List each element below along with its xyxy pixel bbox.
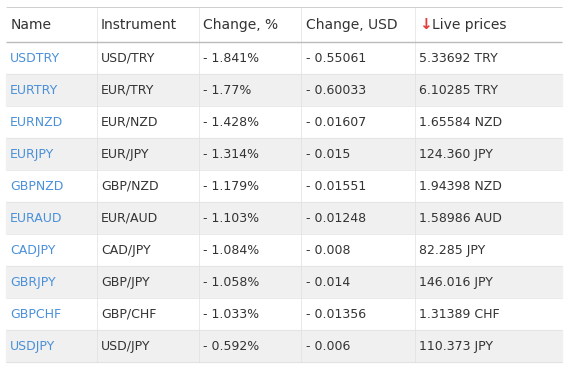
- Bar: [6, 74, 562, 106]
- Text: 6.10285 TRY: 6.10285 TRY: [419, 83, 498, 97]
- Text: GBP/NZD: GBP/NZD: [101, 180, 158, 193]
- Text: EURAUD: EURAUD: [10, 212, 62, 225]
- Text: - 0.592%: - 0.592%: [203, 340, 260, 353]
- Text: USDTRY: USDTRY: [10, 52, 60, 65]
- Bar: [6, 234, 562, 266]
- Text: 110.373 JPY: 110.373 JPY: [419, 340, 493, 353]
- Text: USD/TRY: USD/TRY: [101, 52, 156, 65]
- Text: GBPCHF: GBPCHF: [10, 308, 61, 321]
- Text: 1.31389 CHF: 1.31389 CHF: [419, 308, 500, 321]
- Text: Change, %: Change, %: [203, 18, 278, 32]
- Text: 1.65584 NZD: 1.65584 NZD: [419, 116, 502, 129]
- Text: 82.285 JPY: 82.285 JPY: [419, 244, 486, 257]
- Text: GBRJPY: GBRJPY: [10, 276, 56, 289]
- Bar: [6, 106, 562, 138]
- Text: USDJPY: USDJPY: [10, 340, 56, 353]
- Text: - 1.841%: - 1.841%: [203, 52, 260, 65]
- Bar: [6, 42, 562, 74]
- Text: - 0.60033: - 0.60033: [306, 83, 366, 97]
- Text: EURNZD: EURNZD: [10, 116, 64, 129]
- Text: - 0.015: - 0.015: [306, 147, 350, 161]
- Text: 5.33692 TRY: 5.33692 TRY: [419, 52, 498, 65]
- Text: - 1.033%: - 1.033%: [203, 308, 260, 321]
- Text: - 0.55061: - 0.55061: [306, 52, 366, 65]
- Text: 146.016 JPY: 146.016 JPY: [419, 276, 493, 289]
- Text: Live prices: Live prices: [432, 18, 506, 32]
- Text: - 0.006: - 0.006: [306, 340, 350, 353]
- Text: EUR/NZD: EUR/NZD: [101, 116, 158, 129]
- Bar: [6, 202, 562, 234]
- Text: USD/JPY: USD/JPY: [101, 340, 151, 353]
- Bar: [6, 7, 562, 42]
- Text: EURJPY: EURJPY: [10, 147, 55, 161]
- Text: - 1.314%: - 1.314%: [203, 147, 260, 161]
- Bar: [6, 266, 562, 298]
- Text: EUR/TRY: EUR/TRY: [101, 83, 154, 97]
- Text: GBP/JPY: GBP/JPY: [101, 276, 150, 289]
- Bar: [6, 138, 562, 170]
- Text: 1.94398 NZD: 1.94398 NZD: [419, 180, 502, 193]
- Text: - 0.01551: - 0.01551: [306, 180, 366, 193]
- Text: - 0.01356: - 0.01356: [306, 308, 366, 321]
- Text: Name: Name: [10, 18, 51, 32]
- Text: - 1.058%: - 1.058%: [203, 276, 260, 289]
- Text: - 0.01607: - 0.01607: [306, 116, 366, 129]
- Text: Instrument: Instrument: [101, 18, 177, 32]
- Text: EURTRY: EURTRY: [10, 83, 59, 97]
- Text: CADJPY: CADJPY: [10, 244, 56, 257]
- Text: CAD/JPY: CAD/JPY: [101, 244, 151, 257]
- Text: - 0.008: - 0.008: [306, 244, 350, 257]
- Text: GBPNZD: GBPNZD: [10, 180, 64, 193]
- Text: - 0.014: - 0.014: [306, 276, 350, 289]
- Text: - 1.428%: - 1.428%: [203, 116, 260, 129]
- Text: 124.360 JPY: 124.360 JPY: [419, 147, 493, 161]
- Text: Change, USD: Change, USD: [306, 18, 397, 32]
- Text: ↓: ↓: [419, 17, 432, 32]
- Text: - 1.77%: - 1.77%: [203, 83, 252, 97]
- Text: - 1.084%: - 1.084%: [203, 244, 260, 257]
- Text: EUR/AUD: EUR/AUD: [101, 212, 158, 225]
- Bar: [6, 298, 562, 330]
- Text: EUR/JPY: EUR/JPY: [101, 147, 149, 161]
- Bar: [6, 330, 562, 362]
- Text: 1.58986 AUD: 1.58986 AUD: [419, 212, 502, 225]
- Bar: [6, 170, 562, 202]
- Text: GBP/CHF: GBP/CHF: [101, 308, 156, 321]
- Text: - 0.01248: - 0.01248: [306, 212, 366, 225]
- Text: - 1.179%: - 1.179%: [203, 180, 260, 193]
- Text: - 1.103%: - 1.103%: [203, 212, 260, 225]
